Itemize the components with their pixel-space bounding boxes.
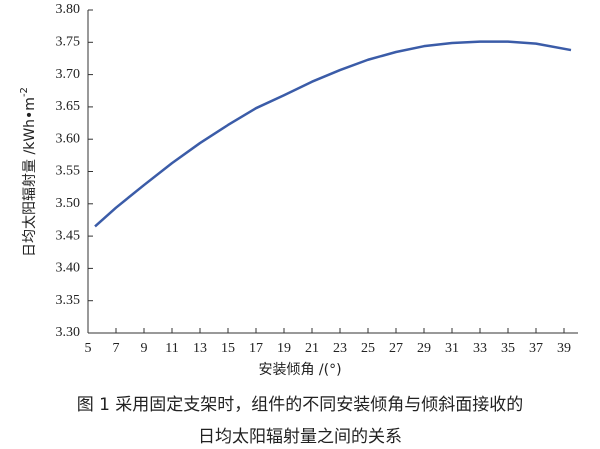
caption-line: 图 1 采用固定支架时，组件的不同安装倾角与倾斜面接收的	[77, 395, 524, 415]
x-tick-label: 19	[277, 341, 291, 356]
x-tick-label: 25	[361, 341, 375, 356]
y-tick-label: 3.40	[56, 261, 81, 276]
x-tick-label: 21	[305, 341, 319, 356]
y-tick-label: 3.65	[56, 99, 81, 114]
x-tick-label: 27	[389, 341, 403, 356]
line	[94, 40, 572, 228]
y-label-sup: -2	[19, 87, 30, 97]
x-axis-label: 安装倾角 /(°)	[258, 362, 341, 378]
x-tick-label: 35	[501, 341, 515, 356]
x-tick-label: 9	[141, 341, 148, 356]
y-tick-label: 3.45	[56, 228, 81, 243]
y-axis-label: 日均太阳辐射量 /kWh•m-2	[19, 87, 38, 257]
y-tick-label: 3.75	[56, 35, 81, 50]
x-tick-label: 31	[445, 341, 459, 356]
x-tick-label: 23	[333, 341, 347, 356]
x-tick-label: 17	[249, 341, 263, 356]
x-tick-label: 13	[193, 341, 207, 356]
y-tick-label: 3.35	[56, 293, 81, 308]
y-tick-label: 3.55	[56, 164, 81, 179]
y-tick-label: 3.70	[56, 67, 81, 82]
y-tick-label: 3.80	[56, 2, 81, 17]
x-tick-label: 33	[473, 341, 487, 356]
x-tick-label: 37	[529, 341, 543, 356]
x-tick-label: 5	[85, 341, 92, 356]
caption-line: 日均太阳辐射量之间的关系	[198, 427, 402, 447]
x-tick-label: 39	[557, 341, 571, 356]
y-tick-label: 3.50	[56, 196, 81, 211]
x-tick-label: 7	[113, 341, 120, 356]
x-tick-label: 15	[221, 341, 235, 356]
x-tick-label: 11	[165, 341, 178, 356]
y-label-main: 日均太阳辐射量 /kWh•m	[22, 97, 38, 257]
y-tick-label: 3.60	[56, 131, 81, 146]
x-tick-label: 29	[417, 341, 431, 356]
y-tick-label: 3.30	[56, 325, 81, 340]
